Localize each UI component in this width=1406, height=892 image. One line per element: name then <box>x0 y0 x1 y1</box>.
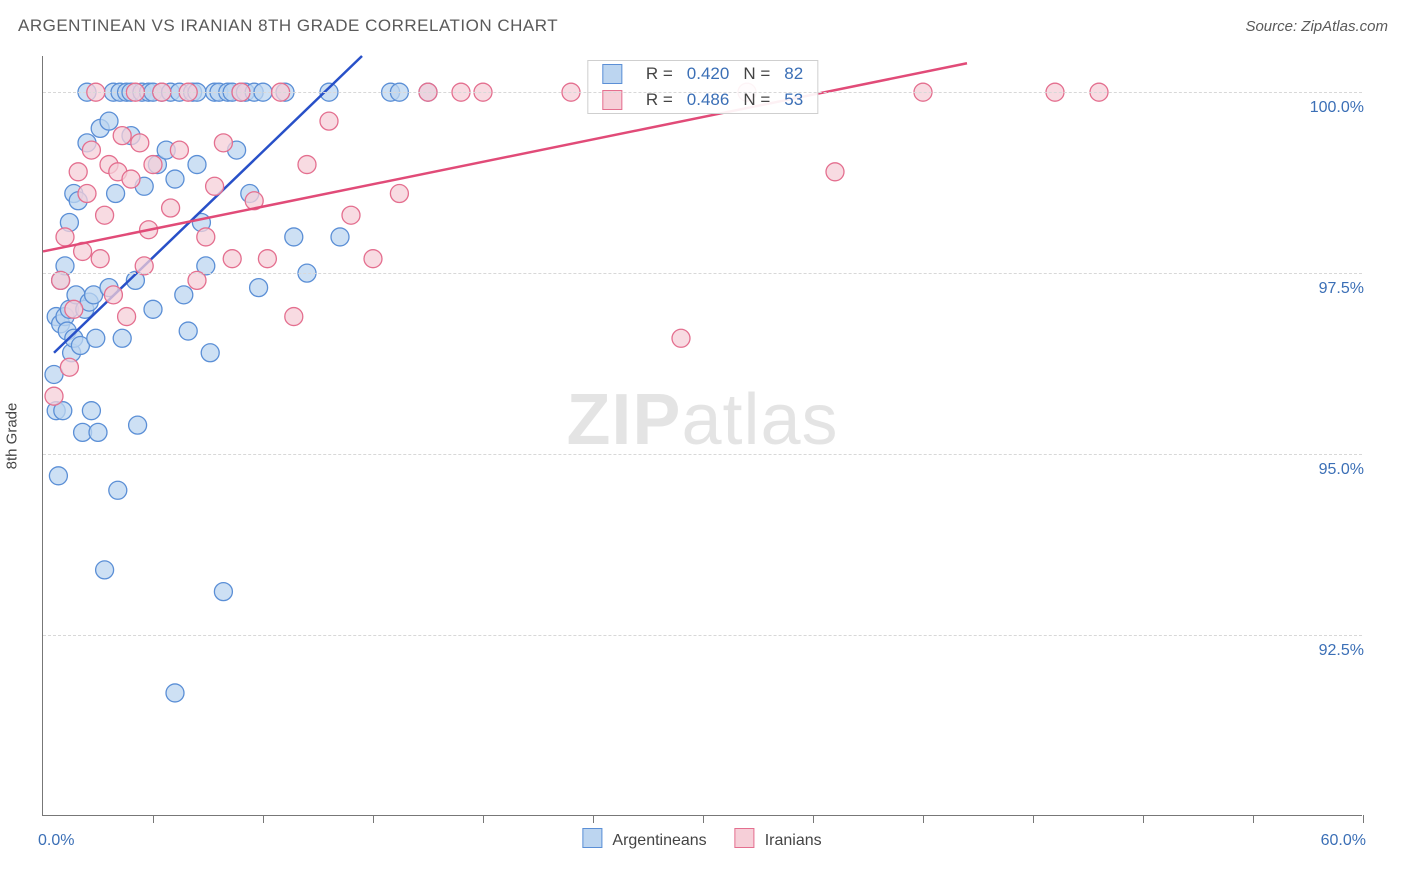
scatter-point <box>672 329 690 347</box>
legend-swatch <box>602 64 622 84</box>
scatter-point <box>320 112 338 130</box>
scatter-point <box>104 286 122 304</box>
source-label: Source: ZipAtlas.com <box>1245 18 1388 35</box>
scatter-point <box>107 185 125 203</box>
scatter-point <box>342 206 360 224</box>
scatter-point <box>96 206 114 224</box>
scatter-point <box>60 358 78 376</box>
scatter-point <box>113 127 131 145</box>
y-tick-label: 92.5% <box>1313 642 1364 660</box>
gridline <box>43 635 1362 636</box>
n-value: 82 <box>784 64 803 84</box>
y-tick-label: 100.0% <box>1304 99 1364 117</box>
plot-area: ZIPatlas R =0.420N =82R =0.486N =53 92.5… <box>42 56 1362 816</box>
x-tick <box>263 815 264 823</box>
x-tick <box>1143 815 1144 823</box>
legend-label: Iranians <box>765 832 822 849</box>
x-tick <box>703 815 704 823</box>
r-label: R = <box>646 64 673 84</box>
scatter-point <box>258 250 276 268</box>
x-tick <box>1253 815 1254 823</box>
scatter-point <box>166 684 184 702</box>
scatter-point <box>826 163 844 181</box>
scatter-point <box>214 134 232 152</box>
scatter-point <box>175 286 193 304</box>
plot-frame: ZIPatlas R =0.420N =82R =0.486N =53 92.5… <box>42 56 1362 816</box>
stats-legend: R = 0.420 N = 82 R =0.486N =53 <box>587 60 818 114</box>
scatter-point <box>188 156 206 174</box>
scatter-point <box>89 423 107 441</box>
scatter-point <box>298 156 316 174</box>
scatter-point <box>100 112 118 130</box>
x-tick <box>1363 815 1364 823</box>
scatter-point <box>166 170 184 188</box>
scatter-point <box>91 250 109 268</box>
y-axis-title: 8th Grade <box>4 403 21 470</box>
x-tick <box>153 815 154 823</box>
scatter-point <box>201 344 219 362</box>
scatter-point <box>285 308 303 326</box>
n-label: N = <box>743 64 770 84</box>
scatter-point <box>49 467 67 485</box>
scatter-point <box>96 561 114 579</box>
scatter-point <box>129 416 147 434</box>
scatter-svg <box>43 56 1363 816</box>
x-tick <box>483 815 484 823</box>
scatter-point <box>285 228 303 246</box>
x-max-label: 60.0% <box>1321 832 1366 850</box>
x-legend: Argentineans Iranians <box>582 828 821 850</box>
stats-row: R = 0.420 N = 82 <box>588 61 817 87</box>
scatter-point <box>179 322 197 340</box>
scatter-point <box>364 250 382 268</box>
x-tick <box>373 815 374 823</box>
scatter-point <box>331 228 349 246</box>
x-legend-item: Iranians <box>735 828 822 850</box>
scatter-point <box>197 228 215 246</box>
scatter-point <box>113 329 131 347</box>
legend-swatch <box>735 828 755 848</box>
scatter-point <box>206 177 224 195</box>
scatter-point <box>122 170 140 188</box>
scatter-point <box>390 185 408 203</box>
scatter-point <box>162 199 180 217</box>
r-value: 0.420 <box>687 64 730 84</box>
scatter-point <box>65 300 83 318</box>
legend-label: Argentineans <box>612 832 706 849</box>
y-tick-label: 97.5% <box>1313 280 1364 298</box>
scatter-point <box>223 250 241 268</box>
scatter-point <box>82 141 100 159</box>
scatter-point <box>118 308 136 326</box>
scatter-point <box>56 228 74 246</box>
x-tick <box>593 815 594 823</box>
scatter-point <box>69 163 87 181</box>
chart-title: ARGENTINEAN VS IRANIAN 8TH GRADE CORRELA… <box>18 16 558 36</box>
stats-row: R =0.486N =53 <box>588 87 817 113</box>
scatter-point <box>87 329 105 347</box>
scatter-point <box>144 300 162 318</box>
x-min-label: 0.0% <box>38 832 74 850</box>
scatter-point <box>82 402 100 420</box>
gridline <box>43 273 1362 274</box>
scatter-point <box>45 387 63 405</box>
x-tick <box>923 815 924 823</box>
legend-swatch <box>582 828 602 848</box>
x-tick <box>1033 815 1034 823</box>
scatter-point <box>109 481 127 499</box>
gridline <box>43 92 1362 93</box>
scatter-point <box>170 141 188 159</box>
x-legend-item: Argentineans <box>582 828 706 850</box>
scatter-point <box>131 134 149 152</box>
scatter-point <box>144 156 162 174</box>
y-tick-label: 95.0% <box>1313 461 1364 479</box>
gridline <box>43 454 1362 455</box>
scatter-point <box>78 185 96 203</box>
scatter-point <box>250 279 268 297</box>
scatter-point <box>214 583 232 601</box>
x-tick <box>813 815 814 823</box>
